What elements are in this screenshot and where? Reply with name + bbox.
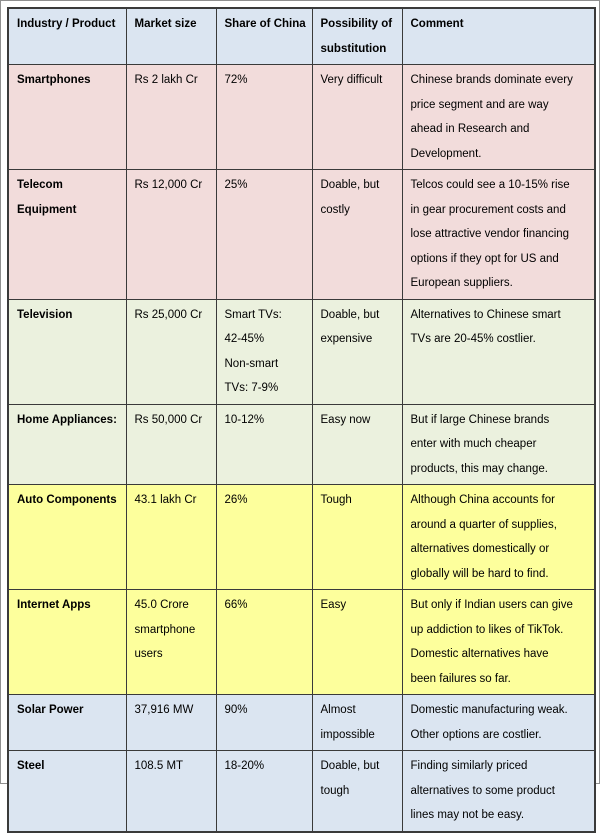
cell-substitution: Doable, but tough	[311, 750, 403, 832]
cell-substitution: Almost impossible	[311, 694, 403, 751]
cell-industry: Solar Power	[7, 694, 127, 751]
cell-market-size: Rs 2 lakh Cr	[125, 64, 217, 170]
header-row: Industry / Product Market size Share of …	[7, 7, 596, 65]
cell-share-of-china: 18-20%	[215, 750, 313, 832]
cell-substitution: Easy now	[311, 403, 403, 485]
cell-industry: Home Appliances:	[7, 403, 127, 485]
cell-substitution: Easy	[311, 589, 403, 695]
table-row-home-appliances: Home Appliances: Rs 50,000 Cr 10-12% Eas…	[7, 403, 596, 485]
cell-market-size: Rs 50,000 Cr	[125, 403, 217, 485]
header-share-of-china: Share of China	[215, 7, 313, 65]
cell-comment: Domestic manufacturing weak. Other optio…	[401, 694, 596, 751]
cell-market-size: Rs 12,000 Cr	[125, 169, 217, 300]
cell-comment: But only if Indian users can give up add…	[401, 589, 596, 695]
cell-industry: Auto Components	[7, 484, 127, 590]
cell-share-of-china: 66%	[215, 589, 313, 695]
cell-industry: Steel	[7, 750, 127, 832]
cell-industry: Internet Apps	[7, 589, 127, 695]
cell-substitution: Very difficult	[311, 64, 403, 170]
cell-market-size: 37,916 MW	[125, 694, 217, 751]
cell-substitution: Doable, but expensive	[311, 298, 403, 405]
table-row-steel: Steel 108.5 MT 18-20% Doable, but tough …	[7, 750, 596, 832]
cell-share-of-china: 10-12%	[215, 403, 313, 485]
cell-share-of-china: Smart TVs: 42-45% Non-smart TVs: 7-9%	[215, 298, 313, 405]
table-row-solar-power: Solar Power 37,916 MW 90% Almost impossi…	[7, 694, 596, 751]
cell-comment: Chinese brands dominate every price segm…	[401, 64, 596, 170]
cell-share-of-china: 26%	[215, 484, 313, 590]
cell-substitution: Doable, but costly	[311, 169, 403, 300]
cell-market-size: 108.5 MT	[125, 750, 217, 832]
cell-substitution: Tough	[311, 484, 403, 590]
cell-comment: Although China accounts for around a qua…	[401, 484, 596, 590]
header-industry: Industry / Product	[7, 7, 127, 65]
cell-industry: Telecom Equipment	[7, 169, 127, 300]
cell-comment: Alternatives to Chinese smart TVs are 20…	[401, 298, 596, 405]
table-row-telecom-equipment: Telecom Equipment Rs 12,000 Cr 25% Doabl…	[7, 169, 596, 300]
cell-industry: Television	[7, 298, 127, 405]
cell-share-of-china: 90%	[215, 694, 313, 751]
header-market-size: Market size	[125, 7, 217, 65]
header-substitution: Possibility of substitution	[311, 7, 403, 65]
cell-comment: Telcos could see a 10-15% rise in gear p…	[401, 169, 596, 300]
table-row-internet-apps: Internet Apps 45.0 Crore smartphone user…	[7, 589, 596, 695]
cell-market-size: 43.1 lakh Cr	[125, 484, 217, 590]
cell-comment: Finding similarly priced alternatives to…	[401, 750, 596, 832]
industry-substitution-table: Industry / Product Market size Share of …	[7, 7, 596, 833]
table-row-auto-components: Auto Components 43.1 lakh Cr 26% Tough A…	[7, 484, 596, 590]
cell-market-size: Rs 25,000 Cr	[125, 298, 217, 405]
table-row-television: Television Rs 25,000 Cr Smart TVs: 42-45…	[7, 298, 596, 405]
header-comment: Comment	[401, 7, 596, 65]
cell-share-of-china: 25%	[215, 169, 313, 300]
cell-market-size: 45.0 Crore smartphone users	[125, 589, 217, 695]
table-row-smartphones: Smartphones Rs 2 lakh Cr 72% Very diffic…	[7, 64, 596, 170]
cell-industry: Smartphones	[7, 64, 127, 170]
cell-comment: But if large Chinese brands enter with m…	[401, 403, 596, 485]
cell-share-of-china: 72%	[215, 64, 313, 170]
